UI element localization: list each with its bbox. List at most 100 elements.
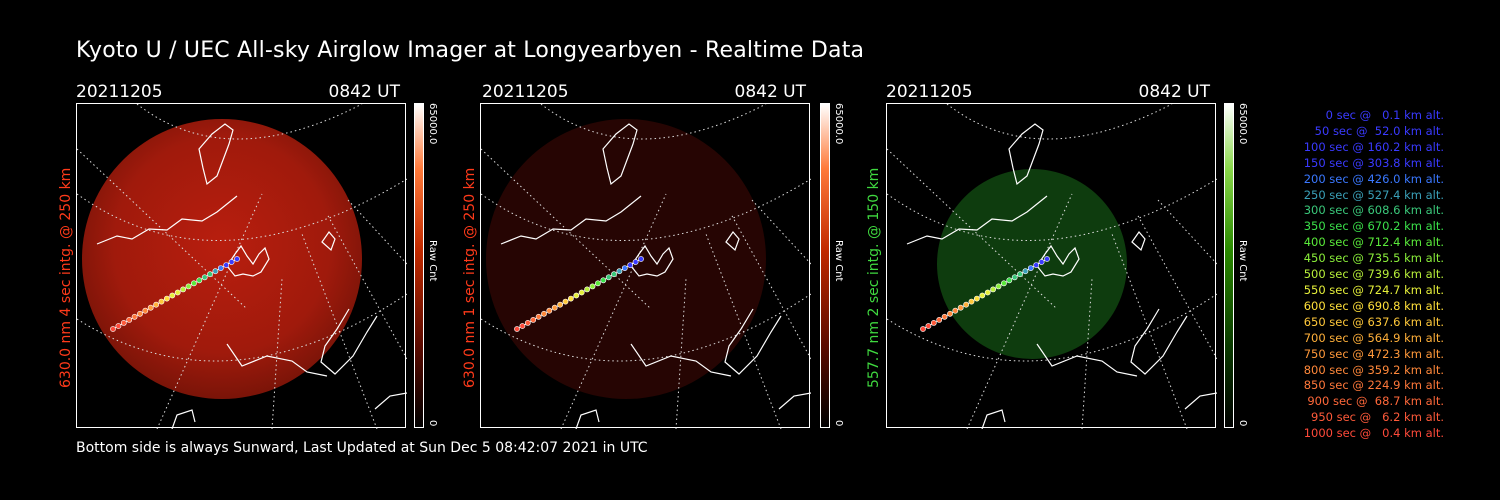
- trajectory-point: [223, 262, 230, 268]
- coastline: [1008, 123, 1044, 186]
- legend-row: 800 sec @ 359.2 km alt.: [1303, 362, 1444, 377]
- legend-row: 0 sec @ 0.1 km alt.: [1325, 108, 1444, 122]
- trajectory-point: [153, 301, 159, 308]
- trajectory-point: [568, 295, 574, 302]
- grid-line: [887, 148, 1058, 310]
- coastline: [226, 343, 328, 377]
- trajectory-point: [979, 292, 986, 299]
- legend-row: 150 sec @ 303.8 km alt.: [1303, 155, 1444, 170]
- panel-2-date: 20211205: [482, 82, 569, 102]
- legend-row: 350 sec @ 670.2 km alt.: [1303, 219, 1444, 234]
- grid-line: [705, 233, 782, 429]
- coastline: [575, 409, 600, 429]
- legend-row: 950 sec @ 6.2 km alt.: [1311, 410, 1444, 425]
- panel-2-colorbar: [820, 103, 830, 428]
- panel-3-time: 0842 UT: [1138, 82, 1211, 102]
- coastline: [906, 195, 1048, 245]
- trajectory-point: [131, 313, 138, 320]
- trajectory-point: [963, 301, 969, 308]
- panel-3-colorbar: [1224, 103, 1234, 428]
- trajectory-point: [185, 283, 192, 290]
- panel-2-cb-min: 0: [833, 420, 844, 427]
- trajectory-point: [530, 316, 537, 323]
- trajectory-point: [1044, 256, 1050, 262]
- sky-disk: [486, 119, 766, 399]
- grid-line: [301, 233, 378, 429]
- grid-line: [346, 198, 407, 265]
- trajectory-point: [196, 277, 203, 284]
- trajectory-point: [535, 313, 542, 320]
- trajectory-point: [957, 304, 964, 311]
- trajectory-point: [616, 268, 623, 275]
- trajectory-point: [201, 274, 208, 281]
- trajectory-point: [228, 259, 235, 265]
- panel-3-cb-max: 65000.0: [1237, 103, 1248, 145]
- trajectory-point: [519, 323, 526, 329]
- grid-line: [326, 213, 407, 360]
- legend-row: 500 sec @ 739.6 km alt.: [1303, 267, 1444, 282]
- sky-disk: [937, 169, 1127, 359]
- trajectory-point: [627, 262, 634, 268]
- grid-line: [136, 104, 363, 140]
- panel-3-cb-unit: Raw Cnt: [1237, 240, 1248, 282]
- grid-line: [1111, 233, 1188, 429]
- trajectory-point: [632, 259, 639, 265]
- trajectory-point: [158, 298, 165, 305]
- trajectory-point: [990, 286, 996, 293]
- panel-1-cb-unit: Raw Cnt: [427, 240, 438, 282]
- altitude-legend: 0 sec @ 0.1 km alt. 50 sec @ 52.0 km alt.…: [1262, 108, 1444, 442]
- trajectory-point: [974, 295, 980, 302]
- grid-line: [77, 148, 248, 310]
- grid-line: [481, 148, 652, 310]
- panel-1-cb-max: 65000.0: [427, 103, 438, 145]
- trajectory-point: [207, 271, 213, 278]
- panel-1-map: [77, 104, 407, 429]
- trajectory-point: [621, 265, 628, 271]
- trajectory-point: [147, 304, 154, 311]
- panel-3-cb-min: 0: [1237, 420, 1248, 427]
- coastline: [602, 123, 638, 186]
- grid-line: [946, 104, 1173, 140]
- legend-row: 700 sec @ 564.9 km alt.: [1303, 330, 1444, 345]
- trajectory-point: [984, 289, 991, 296]
- coastline: [630, 343, 732, 377]
- trajectory-point: [638, 256, 644, 262]
- trajectory-point: [142, 307, 149, 314]
- trajectory-point: [120, 319, 127, 326]
- legend-row: 650 sec @ 637.6 km alt.: [1303, 314, 1444, 329]
- trajectory-point: [1022, 268, 1029, 275]
- coastline: [630, 244, 674, 277]
- trajectory-point: [952, 307, 959, 314]
- panel-1-date: 20211205: [76, 82, 163, 102]
- panel-1-ylabel: 630.0 nm 4 sec intg. @ 250 km: [58, 167, 74, 388]
- trajectory-point: [589, 283, 596, 290]
- trajectory-point: [541, 310, 547, 317]
- trajectory-point: [110, 326, 116, 332]
- grid-line: [750, 198, 811, 265]
- page-title: Kyoto U / UEC All-sky Airglow Imager at …: [76, 38, 865, 63]
- trajectory-point: [995, 283, 1002, 290]
- legend-row: 200 sec @ 426.0 km alt.: [1303, 171, 1444, 186]
- footer-note: Bottom side is always Sunward, Last Upda…: [76, 440, 648, 456]
- coastline: [320, 308, 378, 375]
- coastline: [1131, 231, 1146, 252]
- trajectory-point: [947, 310, 953, 317]
- coastline: [96, 195, 238, 245]
- legend-row: 250 sec @ 527.4 km alt.: [1303, 187, 1444, 202]
- grid-line: [1156, 198, 1217, 265]
- panel-2-ylabel: 630.0 nm 1 sec intg. @ 250 km: [462, 167, 478, 388]
- coastline: [226, 244, 270, 277]
- legend-row: 1000 sec @ 0.4 km alt.: [1303, 426, 1444, 441]
- trajectory-point: [217, 265, 224, 271]
- panel-1-time: 0842 UT: [328, 82, 401, 102]
- coastline: [981, 409, 1006, 429]
- trajectory-point: [546, 307, 553, 314]
- legend-row: 600 sec @ 690.8 km alt.: [1303, 298, 1444, 313]
- panel-2-cb-unit: Raw Cnt: [833, 240, 844, 282]
- trajectory-point: [551, 304, 558, 311]
- trajectory-point: [925, 323, 932, 329]
- legend-row: 750 sec @ 472.3 km alt.: [1303, 346, 1444, 361]
- trajectory-point: [600, 277, 607, 284]
- grid-line: [77, 178, 407, 241]
- panel-2-cb-max: 65000.0: [833, 103, 844, 145]
